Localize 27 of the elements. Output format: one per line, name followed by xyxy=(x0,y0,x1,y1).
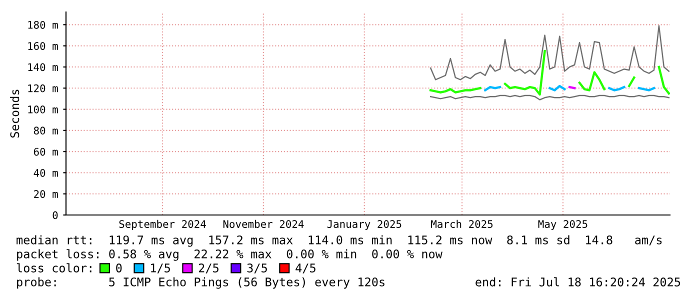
x-tick-label: September 2024 xyxy=(119,220,206,230)
y-tick-label: 40 m xyxy=(34,168,58,177)
text: median rtt: 119.7 ms avg 157.2 ms max 114.0 ms min 115.2 ms now 8.1 ms sd 14.8 am/s xyxy=(16,235,662,247)
y-tick-label: 0 xyxy=(52,211,58,220)
y-tick-label: 180 m xyxy=(28,20,58,29)
y-tick-label: 140 m xyxy=(28,63,58,72)
legend-label: 4/5 xyxy=(296,264,316,274)
y-tick-label: 20 m xyxy=(34,190,58,198)
y-tick-label: 120 m xyxy=(28,84,58,92)
y-tick-label: 60 m xyxy=(34,148,58,156)
x-tick-label: January 2025 xyxy=(327,220,402,230)
legend-label: 2/5 xyxy=(198,264,218,274)
x-tick-label: May 2025 xyxy=(538,220,588,230)
text: probe: 5 ICMP Echo Pings (56 Bytes) every 120s xyxy=(17,277,384,289)
x-tick-label: November 2024 xyxy=(223,220,304,228)
text: end: Fri Jul 18 16:20:24 2025 xyxy=(476,277,680,286)
y-tick-label: 160 m xyxy=(28,42,58,50)
y-axis-title: Seconds xyxy=(10,90,20,138)
legend-label: 3/5 xyxy=(247,264,267,274)
line-series xyxy=(430,25,670,80)
y-tick-label: 100 m xyxy=(28,106,58,114)
legend-label: 1/5 xyxy=(151,264,170,274)
legend-title: loss color: xyxy=(16,263,92,272)
x-tick-label: March 2025 xyxy=(431,220,493,228)
y-tick-label: 80 m xyxy=(34,126,58,135)
text: packet loss: 0.58 % avg 22.22 % max 0.00 % min 0.00 % now xyxy=(17,249,442,261)
legend-label: 0 xyxy=(116,264,122,272)
